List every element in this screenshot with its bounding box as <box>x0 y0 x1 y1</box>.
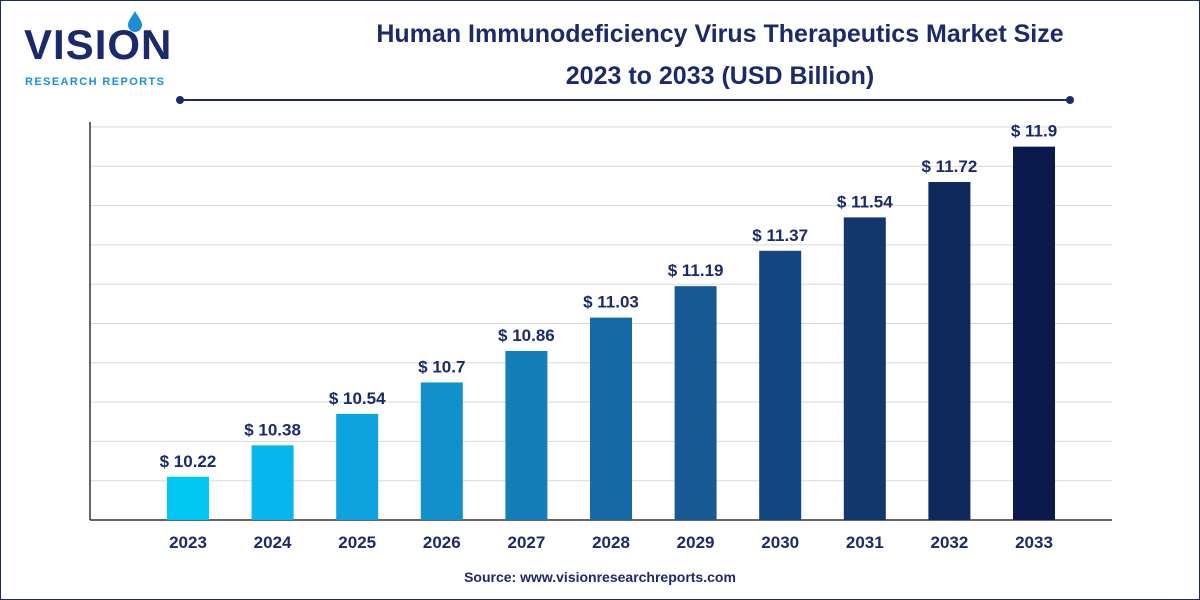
droplet-icon <box>128 11 142 32</box>
x-tick-label-2026: 2026 <box>423 533 461 552</box>
data-label-2024: $ 10.38 <box>244 420 301 439</box>
data-label-2029: $ 11.19 <box>668 261 724 280</box>
x-tick-label-2033: 2033 <box>1015 533 1053 552</box>
x-tick-label-2025: 2025 <box>338 533 376 552</box>
bar-2023 <box>167 476 209 520</box>
x-tick-label-2030: 2030 <box>761 533 799 552</box>
bar-2028 <box>590 317 632 520</box>
bar-2031 <box>843 217 886 520</box>
logo-wordmark: VISION <box>24 21 173 68</box>
chart-title: Human Immunodeficiency Virus Therapeutic… <box>376 20 1064 48</box>
underline-dot-right <box>1066 96 1074 104</box>
chart-subtitle: 2023 to 2033 (USD Billion) <box>565 62 875 90</box>
data-label-2025: $ 10.54 <box>329 389 386 408</box>
data-label-2033: $ 11.9 <box>1011 122 1057 141</box>
logo-subtitle: RESEARCH REPORTS <box>25 76 166 88</box>
data-label-2023: $ 10.22 <box>160 452 217 471</box>
x-tick-label-2032: 2032 <box>930 533 968 552</box>
x-tick-label-2023: 2023 <box>169 533 207 552</box>
data-label-2028: $ 11.03 <box>583 293 639 312</box>
bar-2032 <box>928 182 971 520</box>
bar-2024 <box>251 445 294 520</box>
x-tick-label-2027: 2027 <box>507 533 545 552</box>
bar-2027 <box>505 351 548 520</box>
data-label-2032: $ 11.72 <box>922 157 978 176</box>
bar-2033 <box>1013 146 1055 520</box>
data-label-2031: $ 11.54 <box>837 192 893 211</box>
x-tick-label-2031: 2031 <box>846 533 884 552</box>
data-label-2026: $ 10.7 <box>418 357 465 376</box>
data-label-2027: $ 10.86 <box>498 326 555 345</box>
bar-2026 <box>420 382 463 520</box>
source-note: Source: www.visionresearchreports.com <box>464 569 736 585</box>
x-tick-label-2028: 2028 <box>592 533 630 552</box>
bar-2025 <box>336 413 379 520</box>
bar-2030 <box>759 250 802 521</box>
x-tick-label-2029: 2029 <box>677 533 715 552</box>
data-label-2030: $ 11.37 <box>752 226 808 245</box>
bars-group: $ 10.22 2023 $ 10.38 2024 $ 10.54 2025 $ 10.7 2… <box>160 122 1058 552</box>
x-tick-label-2024: 2024 <box>254 533 292 552</box>
vision-research-reports-logo: VISION RESEARCH REPORTS <box>24 10 184 90</box>
underline-dot-left <box>176 96 184 104</box>
bar-2029 <box>674 286 717 520</box>
